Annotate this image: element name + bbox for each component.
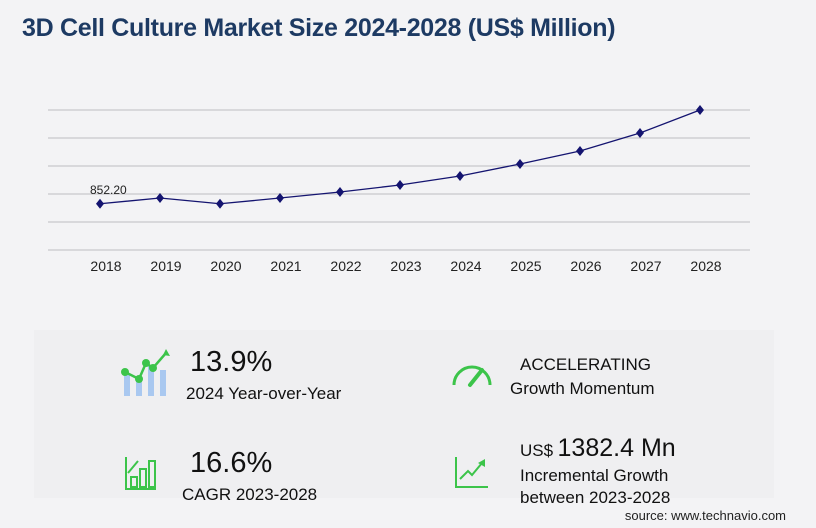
data-point xyxy=(516,158,524,169)
data-point xyxy=(456,170,464,181)
data-point xyxy=(336,186,344,197)
cagr-label: CAGR 2023-2028 xyxy=(182,485,318,504)
x-tick-label: 2025 xyxy=(510,258,541,274)
data-point xyxy=(276,193,284,204)
chart-title: 3D Cell Culture Market Size 2024-2028 (U… xyxy=(22,14,616,42)
source-credit: source: www.technavio.com xyxy=(624,508,786,523)
x-tick-label: 2023 xyxy=(390,258,421,274)
x-tick-label: 2027 xyxy=(630,258,661,274)
incremental-growth-value: US$ 1382.4 Mn xyxy=(520,434,676,463)
incremental-amount: 1382.4 Mn xyxy=(557,434,676,462)
x-tick-label: 2022 xyxy=(330,258,361,274)
currency-prefix: US$ xyxy=(520,441,554,460)
momentum-label: Growth Momentum xyxy=(510,379,655,398)
x-tick-label: 2020 xyxy=(210,258,241,274)
speedometer-icon xyxy=(452,365,492,387)
data-point xyxy=(576,145,584,156)
momentum-value: ACCELERATING xyxy=(520,355,651,374)
yoy-value: 13.9% xyxy=(190,346,273,378)
yoy-label: 2024 Year-over-Year xyxy=(186,384,342,403)
x-tick-label: 2021 xyxy=(270,258,301,274)
data-point xyxy=(696,105,704,115)
incremental-label-1: Incremental Growth xyxy=(520,466,669,485)
growth-chart-icon xyxy=(121,349,170,396)
data-point xyxy=(396,179,404,190)
data-point xyxy=(156,193,164,204)
x-tick-label: 2024 xyxy=(450,258,481,274)
data-point xyxy=(96,198,104,209)
data-label: 852.20 xyxy=(90,183,127,197)
cagr-value: 16.6% xyxy=(190,447,273,479)
line-chart: 2018 852.20 2019 2020 2021 2022 2023 2024 2025 20… xyxy=(48,105,750,274)
stats-panel xyxy=(34,330,774,498)
trend-up-icon xyxy=(455,457,488,488)
bar-chart-icon xyxy=(125,457,156,490)
data-point xyxy=(636,128,644,139)
x-tick-label: 2019 xyxy=(150,258,181,274)
incremental-label-2: between 2023-2028 xyxy=(520,488,671,507)
x-tick-label: 2028 xyxy=(690,258,721,274)
x-tick-label: 2018 xyxy=(90,258,121,274)
data-point xyxy=(216,198,224,209)
x-tick-label: 2026 xyxy=(570,258,601,274)
